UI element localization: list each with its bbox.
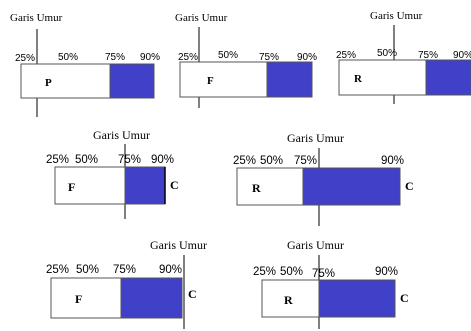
percentile-box xyxy=(20,63,111,99)
box-letter: F xyxy=(68,180,75,194)
diagram-r-c: Garis Umur 25% 50% 75% 90% R C xyxy=(233,131,414,226)
box-letter: P xyxy=(45,77,52,89)
marker-25: 25% xyxy=(253,266,276,278)
diagram-f-c-late: Garis Umur 25% 50% 75% 90% F C xyxy=(46,238,207,329)
marker-75: 75% xyxy=(105,52,125,63)
filled-band xyxy=(266,61,313,98)
filled-band xyxy=(302,167,401,206)
filled-band xyxy=(120,277,183,319)
marker-25: 25% xyxy=(15,53,35,64)
percentile-box xyxy=(54,166,126,205)
percentile-box xyxy=(236,167,304,206)
side-letter: C xyxy=(188,287,197,301)
filled-band xyxy=(318,279,396,318)
marker-50: 50% xyxy=(260,155,283,167)
marker-25: 25% xyxy=(233,155,256,167)
box-letter: R xyxy=(354,73,363,85)
filled-band xyxy=(425,59,471,96)
age-line-label: Garis Umur xyxy=(287,238,344,252)
filled-band xyxy=(109,63,155,99)
side-letter: C xyxy=(405,179,414,193)
marker-90: 90% xyxy=(453,50,471,61)
box-letter: F xyxy=(207,75,214,87)
marker-50: 50% xyxy=(377,48,397,59)
age-line-label: Garis Umur xyxy=(370,10,423,22)
marker-90: 90% xyxy=(151,154,174,166)
marker-50: 50% xyxy=(58,52,78,63)
marker-50: 50% xyxy=(75,154,98,166)
side-letter: C xyxy=(170,178,179,192)
marker-25: 25% xyxy=(46,154,69,166)
marker-75: 75% xyxy=(312,268,335,280)
marker-50: 50% xyxy=(280,266,303,278)
marker-75: 75% xyxy=(118,154,141,166)
diagram-r: Garis Umur 25% 50% 75% 90% R xyxy=(336,10,471,104)
diagram-f-c: Garis Umur 25% 50% 75% 90% F C xyxy=(46,128,179,219)
box-letter: F xyxy=(75,292,82,306)
marker-25: 25% xyxy=(336,50,356,61)
marker-90: 90% xyxy=(375,266,398,278)
side-letter: C xyxy=(400,291,409,305)
marker-90: 90% xyxy=(297,52,317,63)
diagram-r-c-early: Garis Umur 25% 50% 75% 90% R C xyxy=(253,238,409,329)
marker-50: 50% xyxy=(218,50,238,61)
marker-90: 90% xyxy=(381,155,404,167)
age-line-label: Garis Umur xyxy=(10,12,63,24)
diagram-f: Garis Umur 25% 50% 75% 90% F xyxy=(175,12,317,108)
age-line-label: Garis Umur xyxy=(93,128,150,142)
box-letter: R xyxy=(284,293,293,307)
marker-90: 90% xyxy=(159,264,182,276)
percentile-box xyxy=(50,277,122,319)
marker-75: 75% xyxy=(259,52,279,63)
age-line-label: Garis Umur xyxy=(150,238,207,252)
percentile-box xyxy=(261,279,320,318)
box-letter: R xyxy=(252,181,261,195)
marker-25: 25% xyxy=(178,52,198,63)
marker-90: 90% xyxy=(140,52,160,63)
age-line-label: Garis Umur xyxy=(175,12,228,24)
marker-75: 75% xyxy=(294,155,317,167)
marker-75: 75% xyxy=(418,50,438,61)
filled-band xyxy=(124,166,166,205)
marker-50: 50% xyxy=(76,264,99,276)
age-line-label: Garis Umur xyxy=(287,131,344,145)
percentile-box xyxy=(338,59,427,96)
percentile-box xyxy=(179,61,268,98)
marker-75: 75% xyxy=(113,264,136,276)
diagram-p: Garis Umur 25% 50% 75% 90% P xyxy=(10,12,160,117)
marker-25: 25% xyxy=(46,264,69,276)
